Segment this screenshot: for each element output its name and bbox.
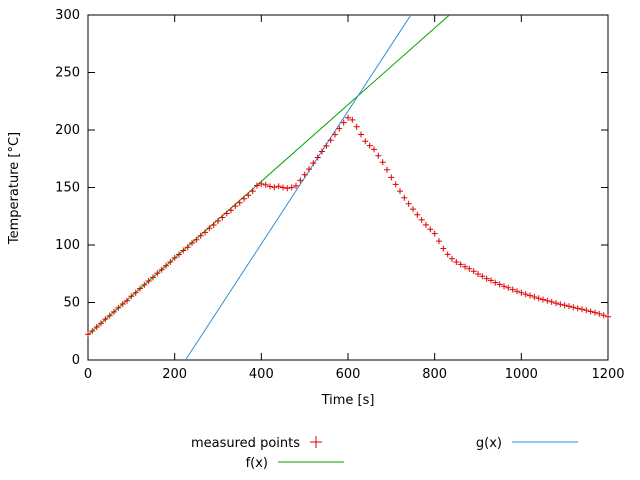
x-axis-title: Time [s] [321, 393, 375, 408]
y-tick-label: 50 [63, 296, 80, 311]
x-tick-label: 1000 [505, 367, 538, 382]
x-tick-label: 1200 [591, 367, 624, 382]
y-tick-label: 0 [72, 353, 80, 368]
legend-marker-plus-icon [310, 436, 322, 448]
x-tick-label: 0 [84, 367, 92, 382]
plot-area: 0 200 400 600 800 1000 1200 0 50 100 150 200 250 300 [55, 8, 624, 382]
y-tick-label: 300 [55, 8, 80, 23]
x-tick-label: 600 [336, 367, 361, 382]
x-tick-label: 400 [249, 367, 274, 382]
plot-frame [87, 14, 609, 361]
y-tick-label: 250 [55, 66, 80, 81]
y-tick-label: 150 [55, 181, 80, 196]
legend-label-f: f(x) [246, 456, 268, 471]
series-points-measured-points [85, 114, 611, 338]
legend-label-g: g(x) [476, 436, 502, 451]
y-tick-label: 200 [55, 123, 80, 138]
y-tick-label: 100 [55, 238, 80, 253]
series-line-f-x- [87, 14, 450, 336]
series-line-g-x- [185, 14, 412, 361]
legend-label-measured-points: measured points [191, 436, 300, 451]
x-tick-label: 200 [162, 367, 187, 382]
x-tick-label: 800 [422, 367, 447, 382]
y-axis-title: Temperature [°C] [7, 132, 22, 245]
